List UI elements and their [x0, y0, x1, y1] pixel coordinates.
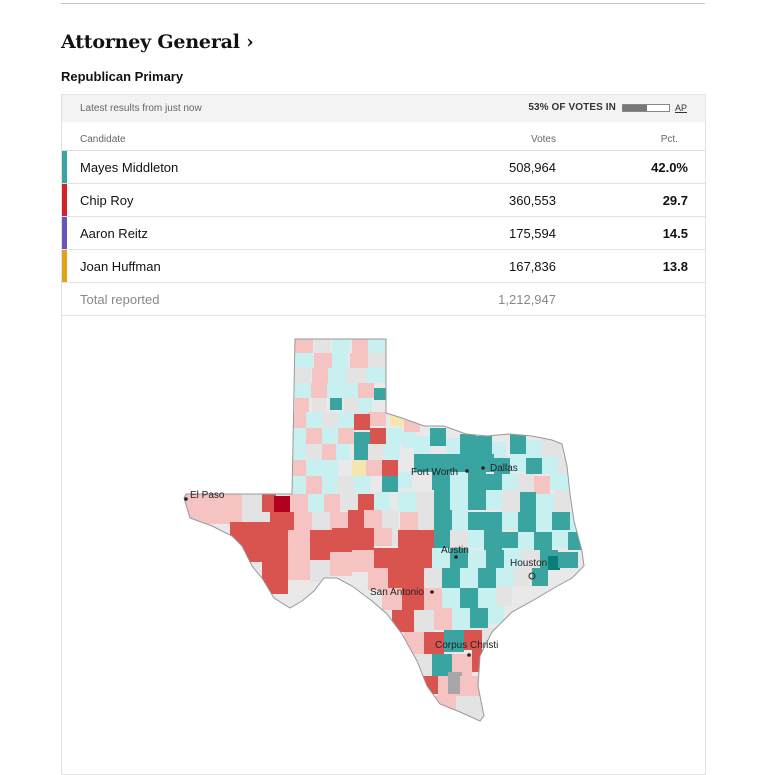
- candidate-pct: 42.0%: [651, 160, 688, 175]
- candidate-name: Mayes Middleton: [80, 160, 179, 175]
- candidate-pct: 14.5: [662, 226, 688, 241]
- candidate-color-swatch: [62, 217, 67, 249]
- results-status-bar: Latest results from just now 53% OF VOTE…: [62, 94, 705, 122]
- fort-worth-label: Fort Worth: [411, 467, 458, 478]
- city-labels: Fort Worth Dallas El Paso Austin Houston…: [184, 463, 547, 657]
- total-label: Total reported: [80, 292, 160, 307]
- san-antonio-marker: [430, 590, 434, 594]
- county-results-map: Fort Worth Dallas El Paso Austin Houston…: [62, 316, 705, 756]
- votes-in-label: 53% OF VOTES IN: [528, 102, 616, 113]
- results-card: Latest results from just now 53% OF VOTE…: [61, 94, 706, 775]
- austin-marker: [454, 555, 458, 559]
- houston-marker: [528, 572, 536, 580]
- race-subtitle: Republican Primary: [61, 69, 184, 84]
- candidate-pct: 13.8: [662, 259, 688, 274]
- austin-label: Austin: [441, 545, 469, 556]
- candidate-name: Chip Roy: [80, 193, 134, 208]
- corpus-christi-label: Corpus Christi: [435, 640, 498, 651]
- candidate-color-swatch: [62, 184, 67, 216]
- table-row: Joan Huffman 167,836 13.8: [62, 250, 705, 283]
- candidate-votes: 175,594: [509, 226, 556, 241]
- el-paso-marker: [184, 497, 188, 501]
- dallas-marker: [481, 466, 485, 470]
- latest-results-text: Latest results from just now: [80, 103, 202, 114]
- total-row: Total reported 1,212,947: [62, 283, 705, 316]
- votes-in-progress-bar: [621, 103, 670, 112]
- candidate-name: Aaron Reitz: [80, 226, 148, 241]
- candidate-color-swatch: [62, 151, 67, 183]
- table-header: Candidate Votes Pct.: [62, 132, 705, 151]
- top-divider: [61, 3, 705, 4]
- total-votes: 1,212,947: [498, 292, 556, 307]
- table-row: Aaron Reitz 175,594 14.5: [62, 217, 705, 250]
- candidate-votes: 167,836: [509, 259, 556, 274]
- candidate-name: Joan Huffman: [80, 259, 161, 274]
- corpus-christi-marker: [467, 653, 471, 657]
- ap-source-link[interactable]: AP: [674, 102, 687, 113]
- dallas-label: Dallas: [490, 463, 518, 474]
- reporting-status: 53% OF VOTES IN AP: [528, 102, 687, 113]
- candidate-pct: 29.7: [662, 193, 688, 208]
- table-row: Mayes Middleton 508,964 42.0%: [62, 151, 705, 184]
- header-votes: Votes: [530, 134, 556, 145]
- candidate-votes: 360,553: [509, 193, 556, 208]
- candidate-color-swatch: [62, 250, 67, 282]
- candidate-votes: 508,964: [509, 160, 556, 175]
- votes-in-progress-fill: [622, 104, 648, 111]
- texas-outline: [183, 338, 585, 722]
- houston-label: Houston: [510, 558, 547, 569]
- header-pct: Pct.: [660, 134, 678, 145]
- fort-worth-marker: [465, 469, 469, 473]
- race-title-link[interactable]: Attorney General ›: [61, 31, 254, 53]
- table-row: Chip Roy 360,553 29.7: [62, 184, 705, 217]
- texas-map: Fort Worth Dallas El Paso Austin Houston…: [183, 338, 585, 722]
- el-paso-label: El Paso: [190, 490, 225, 501]
- header-candidate: Candidate: [80, 134, 126, 145]
- san-antonio-label: San Antonio: [370, 587, 424, 598]
